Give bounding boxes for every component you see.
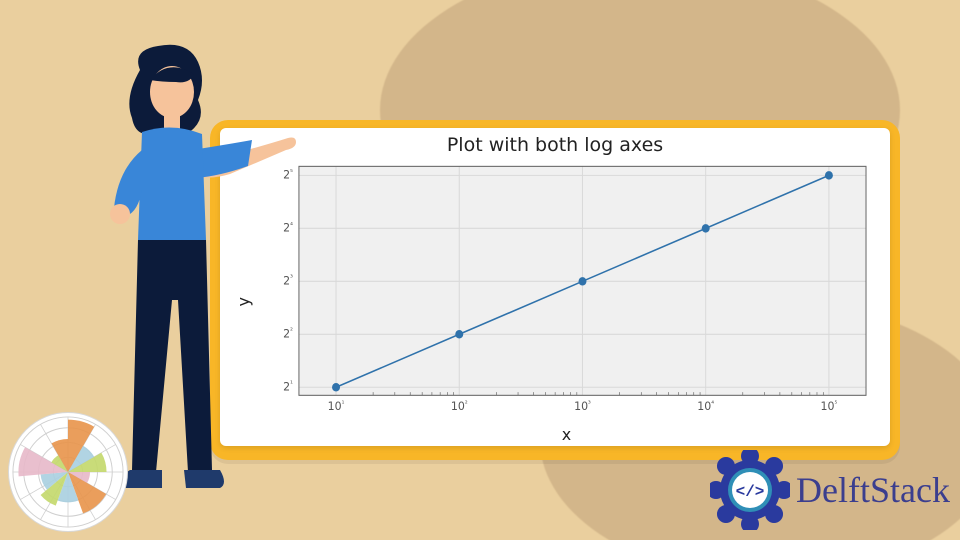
svg-text:10⁴: 10⁴ <box>697 399 714 414</box>
chart-card-frame: Plot with both log axes y 2¹2²2³2⁴2⁵10¹1… <box>210 120 900 460</box>
svg-text:</>: </> <box>736 483 765 501</box>
delftstack-logo: </> DelftStack <box>710 450 950 530</box>
svg-text:10⁵: 10⁵ <box>821 399 838 414</box>
delftstack-badge-icon: </> <box>710 450 790 530</box>
chart-title: Plot with both log axes <box>447 134 663 156</box>
chart-plot-area: 2¹2²2³2⁴2⁵10¹10²10³10⁴10⁵ <box>257 160 876 425</box>
svg-text:10²: 10² <box>451 399 468 414</box>
windrose-icon <box>8 412 128 532</box>
svg-text:10³: 10³ <box>574 399 591 414</box>
chart-body: y 2¹2²2³2⁴2⁵10¹10²10³10⁴10⁵ x <box>234 160 876 444</box>
chart-card: Plot with both log axes y 2¹2²2³2⁴2⁵10¹1… <box>220 128 890 446</box>
delftstack-text: DelftStack <box>796 469 950 511</box>
chart-xlabel: x <box>257 425 876 444</box>
person-illustration <box>80 40 300 500</box>
svg-text:10¹: 10¹ <box>328 399 345 414</box>
chart-plot-column: 2¹2²2³2⁴2⁵10¹10²10³10⁴10⁵ x <box>257 160 876 444</box>
